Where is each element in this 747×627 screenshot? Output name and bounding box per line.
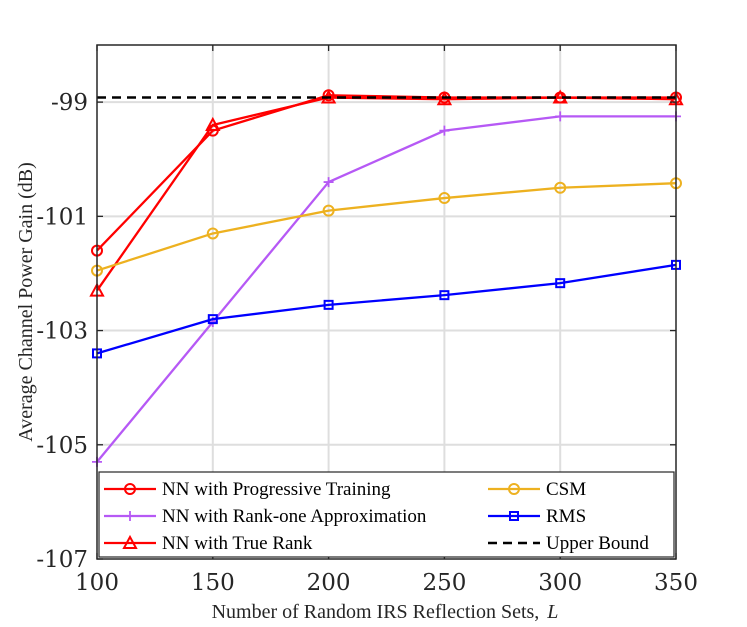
legend-label: NN with True Rank xyxy=(162,533,313,554)
axes xyxy=(96,44,677,560)
series-2 xyxy=(89,89,684,297)
y-tick-label: -101 xyxy=(36,204,88,230)
x-tick-label: 150 xyxy=(191,570,235,596)
legend-marker xyxy=(509,511,519,521)
legend-label: Upper Bound xyxy=(546,533,649,554)
legend-item-0: NN with Progressive Training xyxy=(104,479,391,500)
y-tick-label: -99 xyxy=(51,90,88,116)
legend-marker xyxy=(124,483,136,495)
legend-label: CSM xyxy=(546,479,586,500)
data-point xyxy=(555,111,566,122)
data-point xyxy=(555,278,566,289)
legend-box xyxy=(98,471,675,558)
legend-item-2: NN with True Rank xyxy=(104,533,313,554)
legend-item-5: Upper Bound xyxy=(488,533,649,554)
legend-marker xyxy=(122,534,138,549)
series-line xyxy=(96,115,676,463)
data-point xyxy=(205,116,221,131)
legend-item-3: CSM xyxy=(488,479,586,500)
data-point xyxy=(206,227,219,240)
series-line xyxy=(96,94,676,252)
legend-label: NN with Rank-one Approximation xyxy=(162,506,427,527)
series-line xyxy=(96,182,677,272)
ticks: 100 150 200 250 300 350 -99 -101 -103 -105 -107 xyxy=(36,45,698,596)
series-layer xyxy=(89,89,684,467)
data-point xyxy=(323,299,334,310)
y-tick-label: -103 xyxy=(36,319,88,345)
legend-marker xyxy=(508,483,520,495)
x-tick-label: 300 xyxy=(538,570,582,596)
x-tick-label: 250 xyxy=(422,570,466,596)
x-axis-label: Number of Random IRS Reflection Sets, L xyxy=(212,601,559,623)
data-point xyxy=(439,290,450,301)
series-line xyxy=(96,263,677,355)
data-point xyxy=(554,181,567,194)
y-tick-label: -105 xyxy=(36,433,88,459)
legend-item-4: RMS xyxy=(488,506,586,527)
series-line xyxy=(96,96,677,292)
data-point xyxy=(323,177,334,188)
data-point xyxy=(207,314,218,325)
data-point xyxy=(439,125,450,136)
y-axis-label: Average Channel Power Gain (dB) xyxy=(15,162,37,442)
legend-item-1: NN with Rank-one Approximation xyxy=(104,506,427,527)
series-4 xyxy=(92,259,681,359)
legend-label: NN with Progressive Training xyxy=(162,479,391,500)
data-point xyxy=(322,204,335,217)
series-1 xyxy=(92,111,681,467)
data-point xyxy=(438,192,451,205)
series-3 xyxy=(91,177,682,277)
legend: NN with Progressive Training NN with Rank… xyxy=(98,471,675,558)
x-tick-label: 200 xyxy=(307,570,351,596)
legend-marker xyxy=(125,511,135,521)
legend-label: RMS xyxy=(546,506,586,527)
x-tick-label: 350 xyxy=(654,570,698,596)
y-tick-label: -107 xyxy=(36,547,88,573)
x-tick-label: 100 xyxy=(75,570,119,596)
plot-frame xyxy=(96,44,677,560)
x-axis-symbol: L xyxy=(546,601,558,623)
x-axis-label-text: Number of Random IRS Reflection Sets, xyxy=(212,601,540,623)
